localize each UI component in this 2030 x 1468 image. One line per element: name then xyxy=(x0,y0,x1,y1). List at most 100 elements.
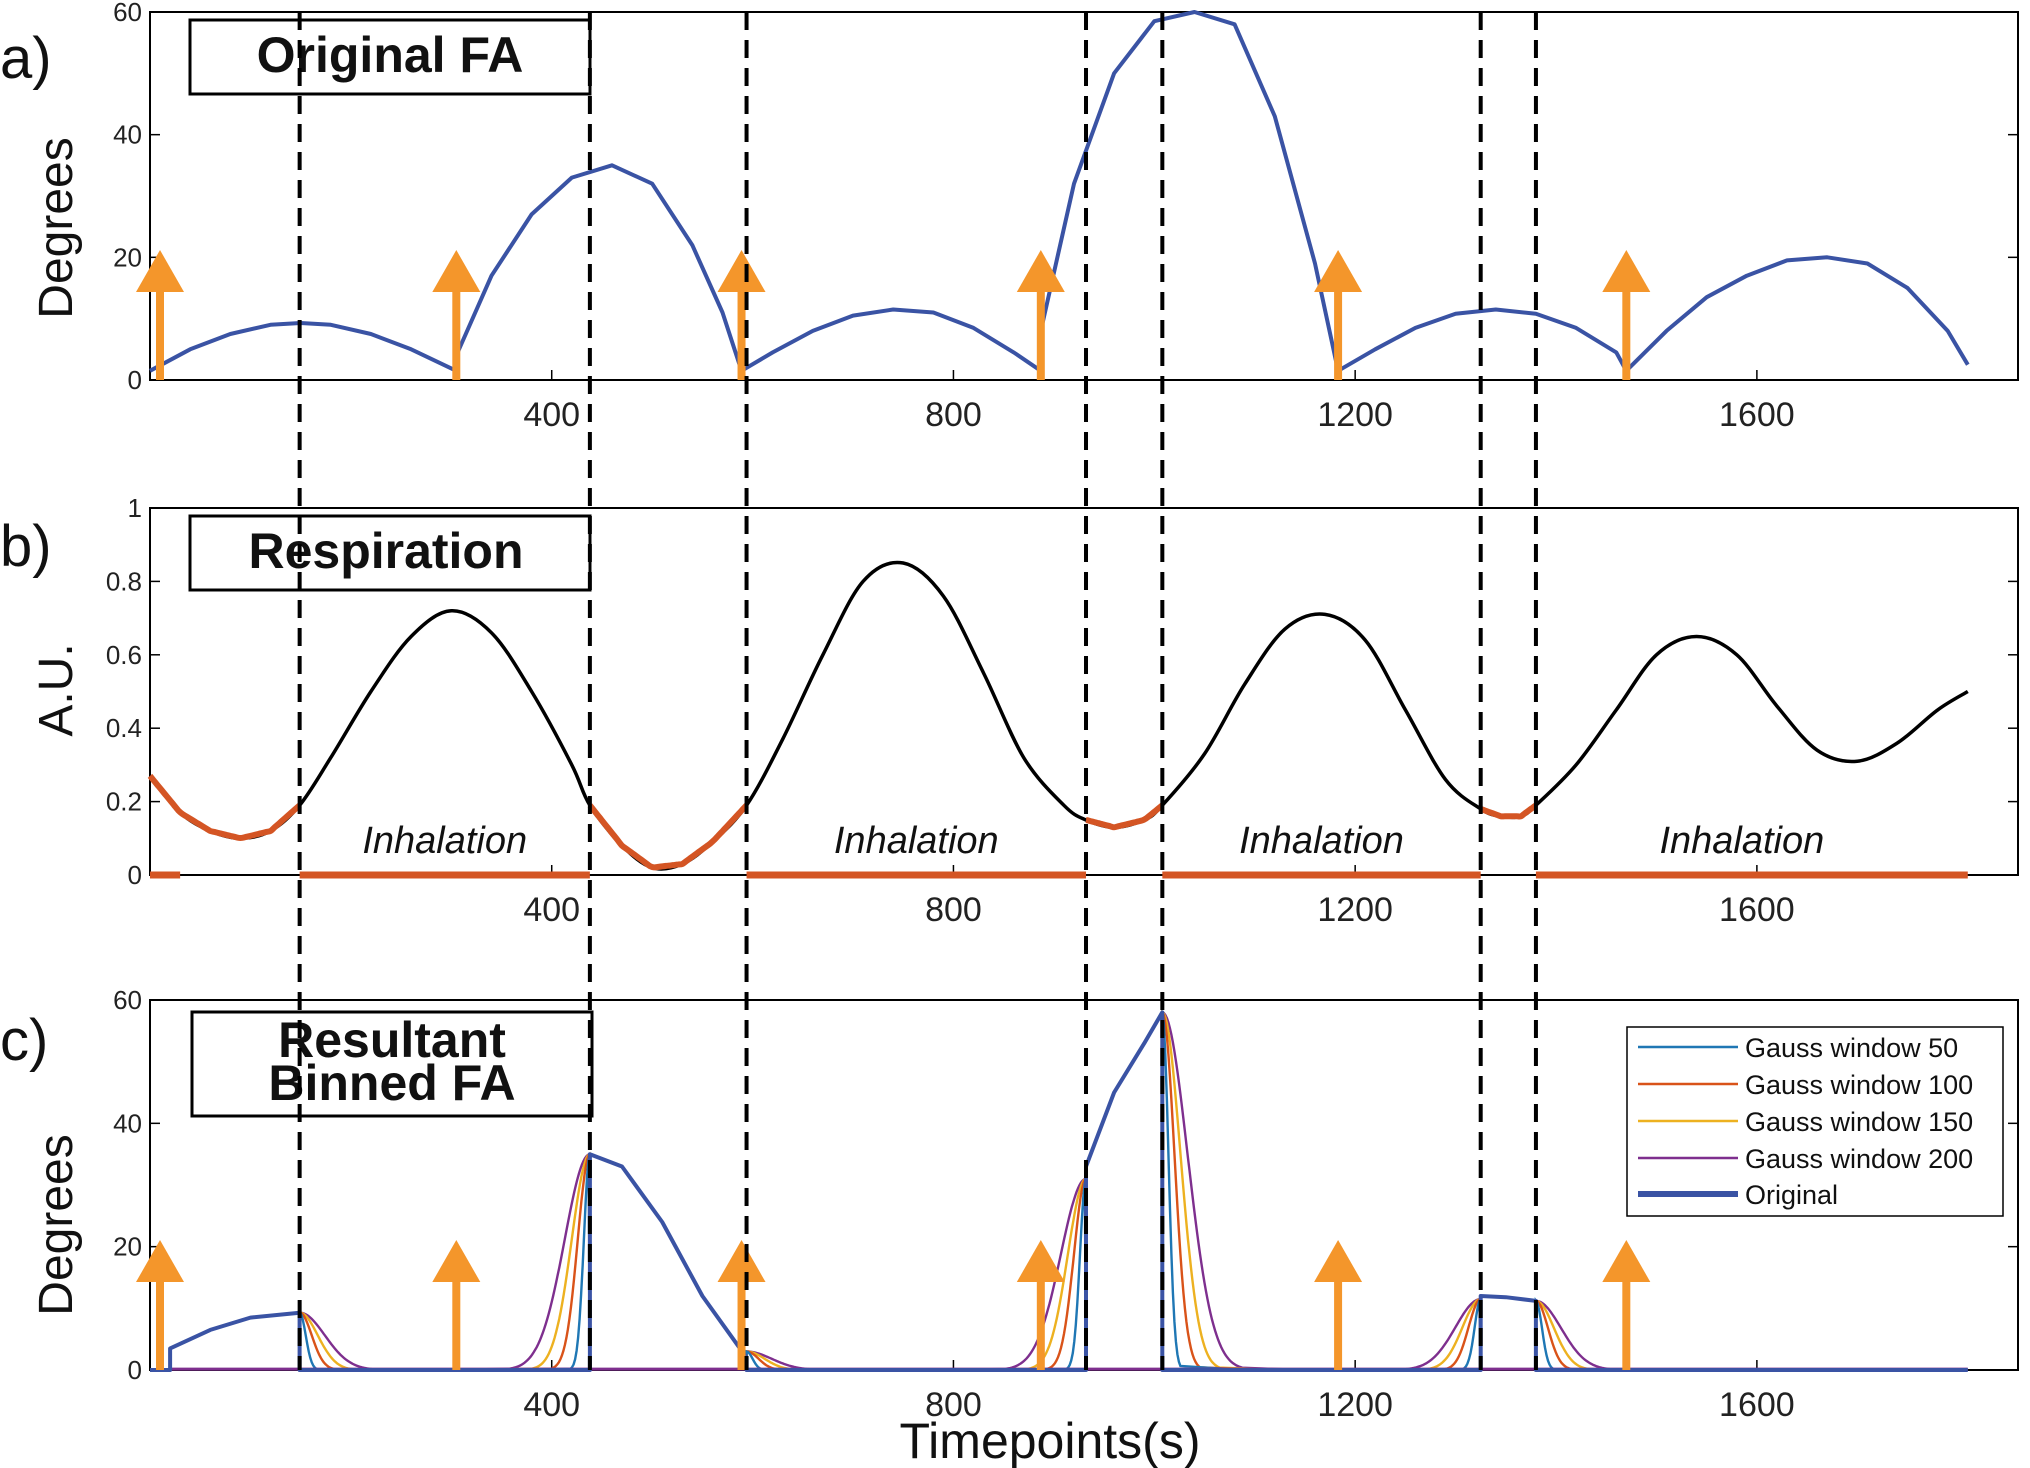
series-gauss150 xyxy=(1161,1009,1281,1372)
legend-label-gauss150: Gauss window 150 xyxy=(1745,1107,1973,1137)
x-tick-label: 1600 xyxy=(1719,396,1795,434)
x-tick-label: 1200 xyxy=(1317,891,1393,929)
panel-b-respiration: b) A.U. Respiration xyxy=(0,507,2019,876)
y-tick-label: 0.4 xyxy=(106,713,142,743)
trigger-arrow-shaft xyxy=(737,288,746,380)
series-gauss150 xyxy=(471,1151,592,1372)
legend: Gauss window 50 Gauss window 100 Gauss w… xyxy=(1626,1026,2004,1217)
panel-a-axes-box xyxy=(149,11,2019,381)
trigger-arrow-shaft xyxy=(1334,1278,1343,1370)
series-respiration xyxy=(148,560,1969,871)
y-tick-label: 20 xyxy=(113,1232,142,1262)
series-gauss50 xyxy=(1006,1182,1088,1372)
series-gauss50 xyxy=(1161,1012,1242,1372)
trigger-arrow-head xyxy=(717,250,766,292)
series-gauss100 xyxy=(491,1154,592,1372)
y-tick-label: 0 xyxy=(128,365,142,395)
y-tick-label: 60 xyxy=(113,0,142,27)
inhalation-label: Inhalation xyxy=(1659,820,1824,862)
trigger-arrow-head xyxy=(1602,250,1651,292)
legend-label-gauss100: Gauss window 100 xyxy=(1745,1070,1973,1100)
x-tick-label: 1600 xyxy=(1719,1386,1795,1424)
series-gauss50 xyxy=(510,1158,592,1372)
trigger-arrow-head xyxy=(136,250,184,292)
trigger-arrow-head xyxy=(432,1240,481,1282)
y-tick-label: 40 xyxy=(113,120,142,150)
trigger-arrow-head xyxy=(1314,1240,1363,1282)
exhalation-segment xyxy=(1085,802,1165,831)
exhalation-segment xyxy=(1479,802,1538,820)
panel-c-title-box xyxy=(190,1010,594,1118)
panel-a-letter: a) xyxy=(0,26,52,91)
series-gauss200 xyxy=(945,1177,1088,1372)
x-tick-label: 1600 xyxy=(1719,891,1795,929)
trigger-arrow-shaft xyxy=(1622,1278,1631,1370)
series-gauss50 xyxy=(1534,1297,1616,1372)
y-tick-label: 0.6 xyxy=(106,640,142,670)
inhalation-label: Inhalation xyxy=(1239,820,1404,862)
trigger-arrow-shaft xyxy=(156,288,164,380)
panel-c-title-line-2: Binned FA xyxy=(268,1055,515,1111)
series-gauss200 xyxy=(449,1152,592,1372)
series-gauss150 xyxy=(745,1350,865,1372)
y-tick-label: 40 xyxy=(113,1108,142,1138)
series-gauss200 xyxy=(1161,1010,1303,1372)
inhalation-label: Inhalation xyxy=(834,820,999,862)
x-tick-label: 800 xyxy=(925,396,982,434)
trigger-arrow-head xyxy=(1016,1240,1065,1282)
series-gauss100 xyxy=(1161,1011,1262,1372)
panel-c-y-axis-label: Degrees xyxy=(30,1134,83,1315)
legend-label-gauss50: Gauss window 50 xyxy=(1745,1033,1958,1063)
y-tick-label: 0.8 xyxy=(106,566,142,596)
exhalation-segment xyxy=(587,803,749,871)
series-gauss150 xyxy=(967,1176,1088,1372)
y-tick-label: 1 xyxy=(128,493,142,523)
x-tick-label: 1200 xyxy=(1317,396,1393,434)
legend-label-gauss200: Gauss window 200 xyxy=(1745,1144,1973,1174)
panel-a-title-box xyxy=(188,18,592,96)
trigger-arrow-shaft xyxy=(1334,288,1343,380)
series-gauss150 xyxy=(298,1311,418,1372)
panel-c-title-line-1: Resultant xyxy=(278,1012,506,1068)
x-tick-label: 800 xyxy=(925,891,982,929)
trigger-arrow-head xyxy=(1314,250,1363,292)
x-tick-label: 1200 xyxy=(1317,1386,1393,1424)
trigger-arrow-head xyxy=(136,1240,184,1282)
panel-b-plot: 400 800 1200 1600 0 0.2 0.4 0.6 0.8 1 Inhalation In… xyxy=(106,493,2018,929)
panel-b-letter: b) xyxy=(0,514,52,579)
y-tick-label: 0 xyxy=(128,860,142,890)
trigger-arrow-shaft xyxy=(1036,1278,1045,1370)
trigger-arrow-head xyxy=(1016,250,1065,292)
legend-label-original: Original xyxy=(1745,1180,1838,1210)
panel-a-y-axis-label: Degrees xyxy=(30,137,83,318)
trigger-arrow-shaft xyxy=(1036,288,1045,380)
series-gauss50 xyxy=(298,1309,380,1372)
trigger-arrow-head xyxy=(432,250,481,292)
panel-a-title: Original FA xyxy=(257,27,524,83)
trigger-arrow-shaft xyxy=(156,1278,164,1370)
trigger-arrow-shaft xyxy=(737,1278,746,1370)
x-tick-label: 400 xyxy=(523,1386,580,1424)
y-tick-label: 0 xyxy=(128,1355,142,1385)
y-tick-label: 60 xyxy=(113,985,142,1015)
panel-b-title: Respiration xyxy=(248,523,523,579)
series-gauss100 xyxy=(987,1178,1088,1372)
trigger-arrow-shaft xyxy=(452,288,461,380)
panel-b-title-box xyxy=(188,514,592,592)
x-tick-label: 400 xyxy=(523,891,580,929)
trigger-arrow-shaft xyxy=(1622,288,1631,380)
trigger-arrow-head xyxy=(717,1240,766,1282)
inhalation-label: Inhalation xyxy=(362,820,527,862)
panel-b-y-axis-label: A.U. xyxy=(30,643,83,736)
trigger-arrow-shaft xyxy=(452,1278,461,1370)
panel-a-plot: 400 800 1200 1600 0 20 40 60 xyxy=(113,0,2018,434)
series-gauss150 xyxy=(1362,1297,1482,1372)
exhalation-segment xyxy=(147,773,302,841)
x-tick-label: 800 xyxy=(925,1386,982,1424)
panel-c-letter: c) xyxy=(0,1008,48,1073)
x-tick-label: 400 xyxy=(523,396,580,434)
y-tick-label: 0.2 xyxy=(106,787,142,817)
series-gauss150 xyxy=(1534,1299,1655,1372)
